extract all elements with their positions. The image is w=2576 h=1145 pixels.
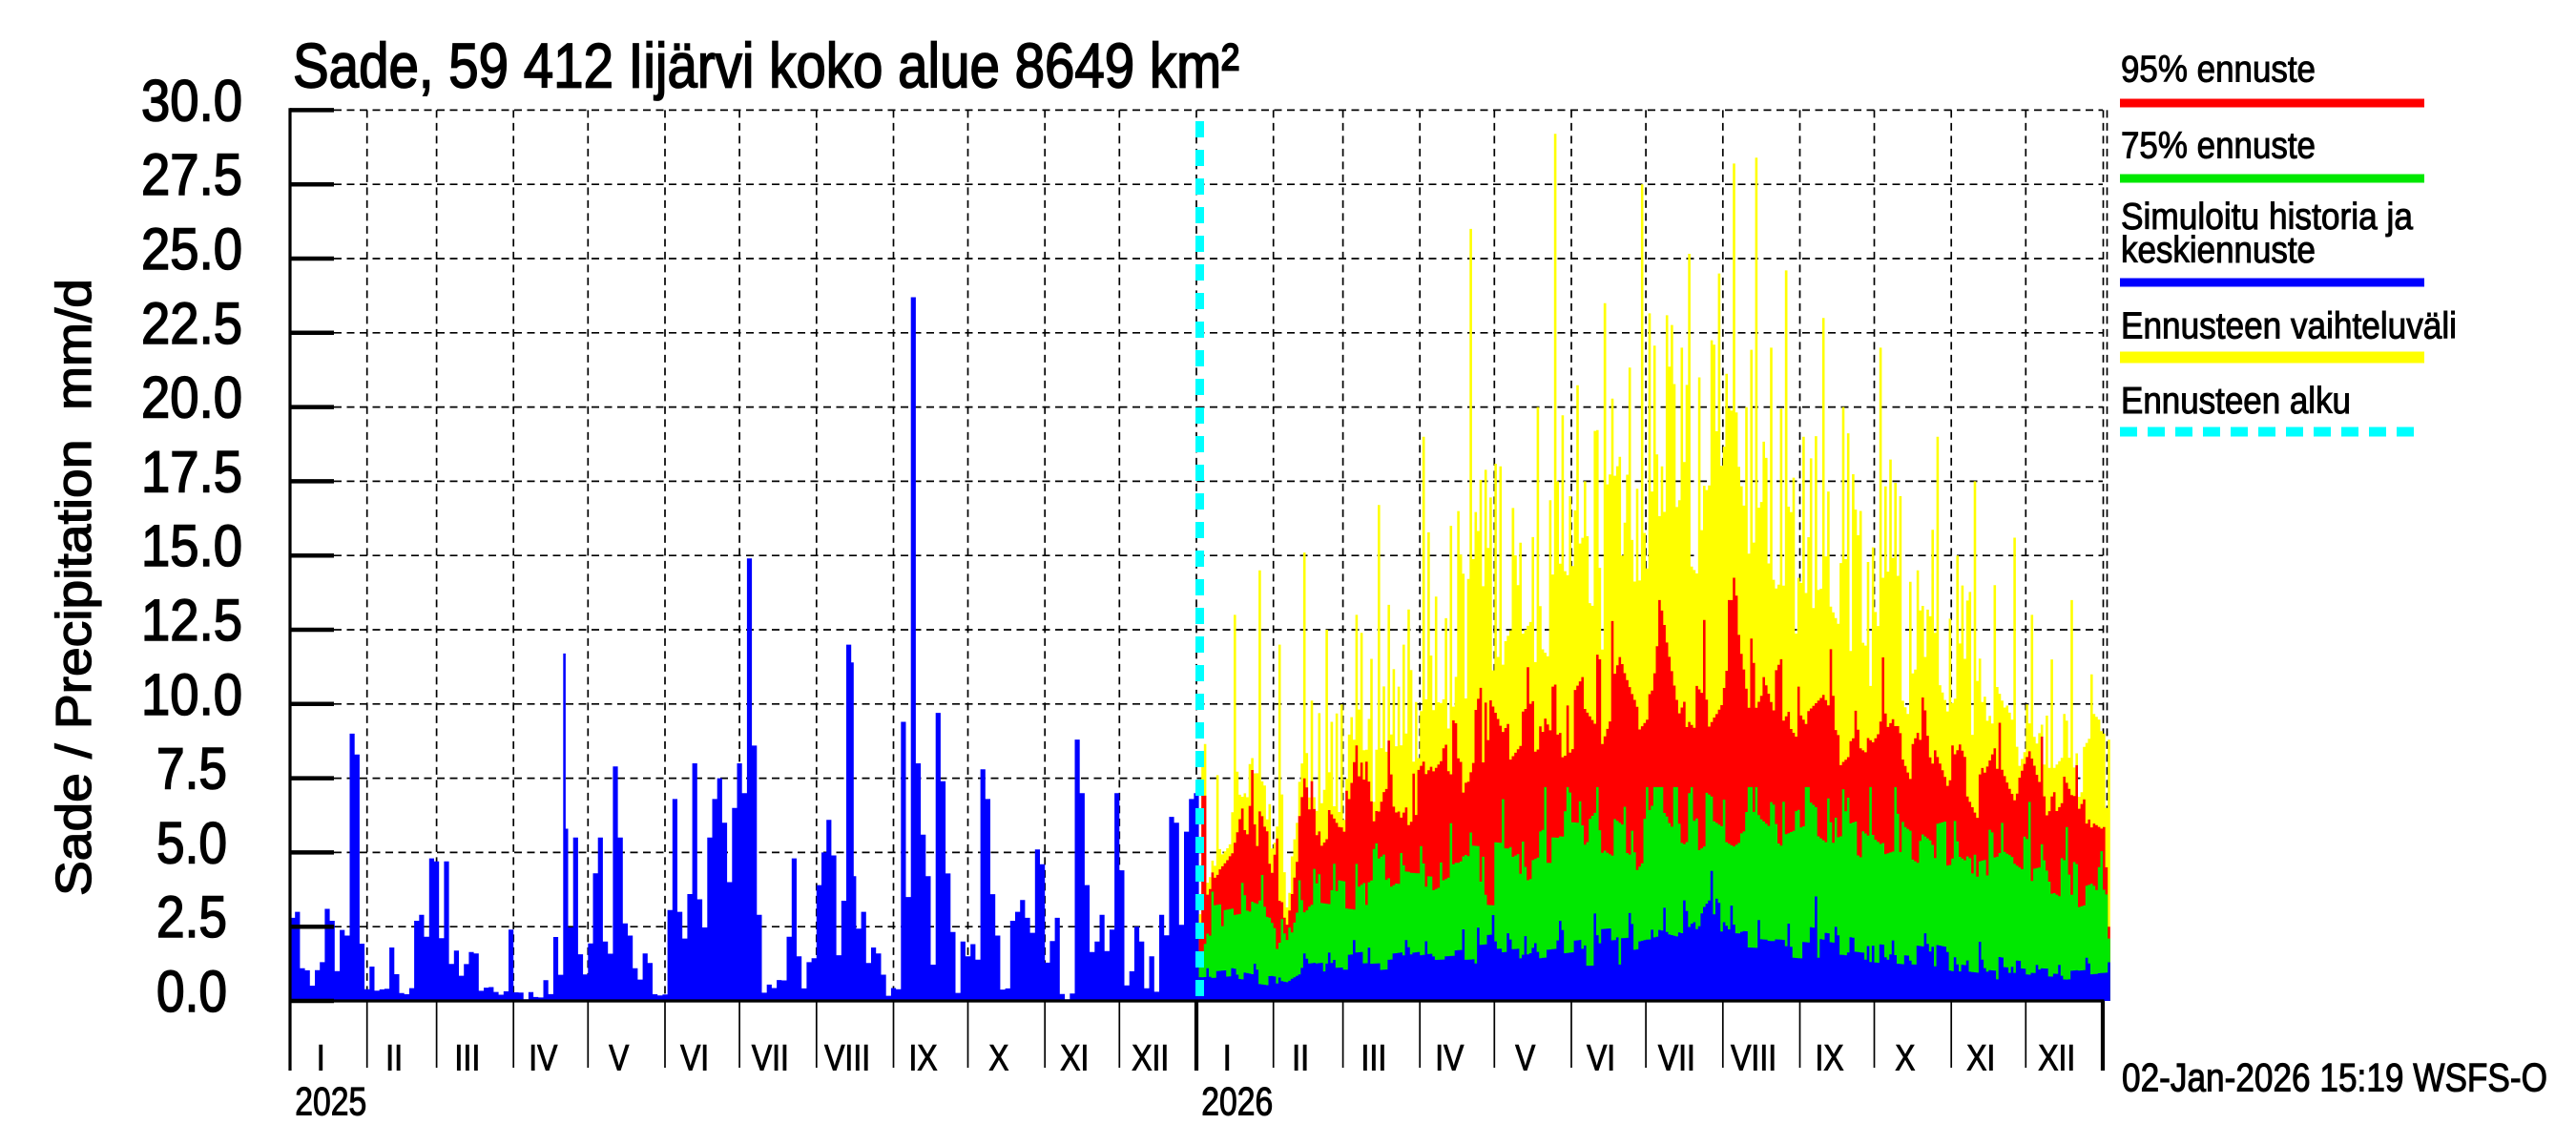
svg-text:27.5: 27.5 [141, 142, 242, 207]
svg-text:XI: XI [1060, 1039, 1089, 1079]
svg-text:2025: 2025 [295, 1078, 366, 1123]
svg-text:2.5: 2.5 [156, 885, 227, 949]
svg-text:II: II [385, 1039, 403, 1079]
svg-text:Sade / Precipitation mm/d: Sade / Precipitation mm/d [47, 279, 102, 896]
svg-text:75% ennuste: 75% ennuste [2121, 125, 2316, 166]
svg-text:17.5: 17.5 [141, 439, 242, 504]
svg-text:I: I [317, 1039, 325, 1079]
svg-text:22.5: 22.5 [141, 291, 242, 356]
svg-text:VII: VII [752, 1039, 789, 1079]
svg-text:keskiennuste: keskiennuste [2121, 230, 2316, 271]
svg-text:02-Jan-2026 15:19 WSFS-O: 02-Jan-2026 15:19 WSFS-O [2122, 1055, 2547, 1100]
svg-text:I: I [1223, 1039, 1232, 1079]
svg-text:95% ennuste: 95% ennuste [2121, 49, 2316, 90]
svg-text:X: X [1895, 1039, 1915, 1079]
svg-text:VI: VI [680, 1039, 709, 1079]
svg-text:XII: XII [2038, 1039, 2075, 1079]
svg-text:25.0: 25.0 [141, 217, 242, 281]
svg-text:V: V [609, 1039, 630, 1079]
svg-text:III: III [454, 1039, 480, 1079]
svg-text:30.0: 30.0 [141, 68, 242, 133]
svg-text:VII: VII [1658, 1039, 1695, 1079]
svg-text:XII: XII [1132, 1039, 1169, 1079]
svg-text:Simuloitu historia ja: Simuloitu historia ja [2121, 197, 2413, 238]
svg-text:XI: XI [1966, 1039, 1995, 1079]
svg-text:IV: IV [529, 1039, 558, 1079]
svg-text:5.0: 5.0 [156, 810, 227, 875]
svg-text:X: X [988, 1039, 1008, 1079]
svg-text:VI: VI [1587, 1039, 1615, 1079]
svg-text:0.0: 0.0 [156, 959, 227, 1024]
svg-text:15.0: 15.0 [141, 513, 242, 578]
svg-text:IX: IX [909, 1039, 938, 1079]
svg-text:VIII: VIII [1731, 1039, 1776, 1079]
svg-text:VIII: VIII [824, 1039, 870, 1079]
svg-text:7.5: 7.5 [156, 737, 227, 802]
svg-text:Ennusteen vaihteluväli: Ennusteen vaihteluväli [2121, 306, 2457, 347]
svg-text:IV: IV [1435, 1039, 1465, 1079]
svg-text:12.5: 12.5 [141, 588, 242, 653]
svg-text:V: V [1515, 1039, 1536, 1079]
svg-text:III: III [1361, 1039, 1386, 1079]
svg-text:IX: IX [1816, 1039, 1844, 1079]
svg-text:II: II [1292, 1039, 1309, 1079]
svg-text:2026: 2026 [1201, 1078, 1273, 1123]
svg-text:Sade, 59 412 Iijärvi koko alue: Sade, 59 412 Iijärvi koko alue 8649 km² [293, 31, 1239, 101]
svg-text:20.0: 20.0 [141, 365, 242, 430]
svg-text:10.0: 10.0 [141, 662, 242, 727]
svg-text:Ennusteen alku: Ennusteen alku [2121, 381, 2351, 422]
